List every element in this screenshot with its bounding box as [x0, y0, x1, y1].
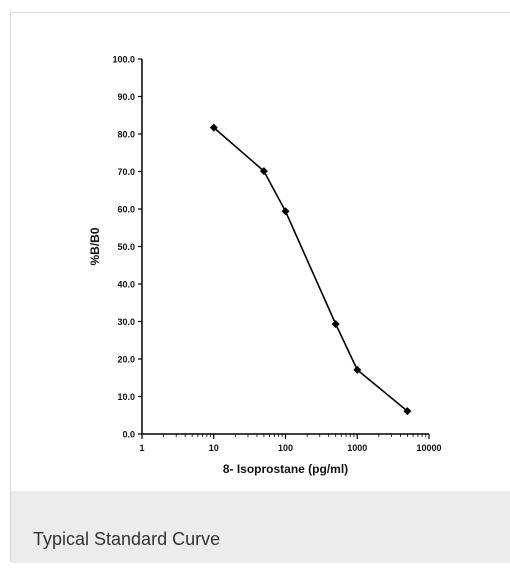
- standard-curve-chart: 0.0 10.0 20.0 30.0 40.0 50.0 60.0 70.0 80.0 90.0 1…: [88, 55, 442, 477]
- y-axis-label: %B/B0: [88, 227, 102, 265]
- x-tick-label: 1000: [347, 443, 367, 453]
- data-point-marker: [353, 365, 362, 374]
- y-tick-label: 50.0: [117, 242, 135, 252]
- caption-area: Typical Standard Curve: [11, 491, 510, 563]
- figure-card: 0.0 10.0 20.0 30.0 40.0 50.0 60.0 70.0 80.0 90.0 1…: [10, 12, 510, 563]
- y-ticks: 0.0 10.0 20.0 30.0 40.0 50.0 60.0 70.0 80.0 90.0 1…: [112, 55, 142, 440]
- x-tick-label: 1: [139, 443, 144, 453]
- x-tick-label: 10000: [416, 443, 441, 453]
- data-point-marker: [209, 123, 218, 132]
- x-tick-label: 100: [278, 443, 293, 453]
- data-point-marker: [281, 207, 290, 216]
- axes: [141, 59, 429, 435]
- figure-caption: Typical Standard Curve: [33, 529, 221, 549]
- y-tick-label: 100.0: [112, 55, 135, 65]
- series-line: [213, 126, 408, 412]
- x-axis-label: 8- Isoprostane (pg/ml): [223, 462, 348, 476]
- y-tick-label: 40.0: [117, 280, 135, 290]
- y-tick-label: 80.0: [117, 130, 135, 140]
- plot-area: 0.0 10.0 20.0 30.0 40.0 50.0 60.0 70.0 80.0 90.0 1…: [11, 13, 510, 491]
- x-ticks: 1 10 100 1000 10000: [139, 434, 442, 453]
- data-point-marker: [403, 407, 412, 416]
- series-layer: [209, 123, 412, 416]
- y-tick-label: 0.0: [122, 430, 135, 440]
- y-tick-label: 20.0: [117, 355, 135, 365]
- y-tick-label: 90.0: [117, 92, 135, 102]
- y-tick-label: 30.0: [117, 317, 135, 327]
- data-point-marker: [259, 167, 268, 176]
- y-tick-label: 10.0: [117, 392, 135, 402]
- y-tick-label: 70.0: [117, 167, 135, 177]
- data-point-marker: [331, 320, 340, 329]
- x-tick-label: 10: [209, 443, 219, 453]
- y-tick-label: 60.0: [117, 205, 135, 215]
